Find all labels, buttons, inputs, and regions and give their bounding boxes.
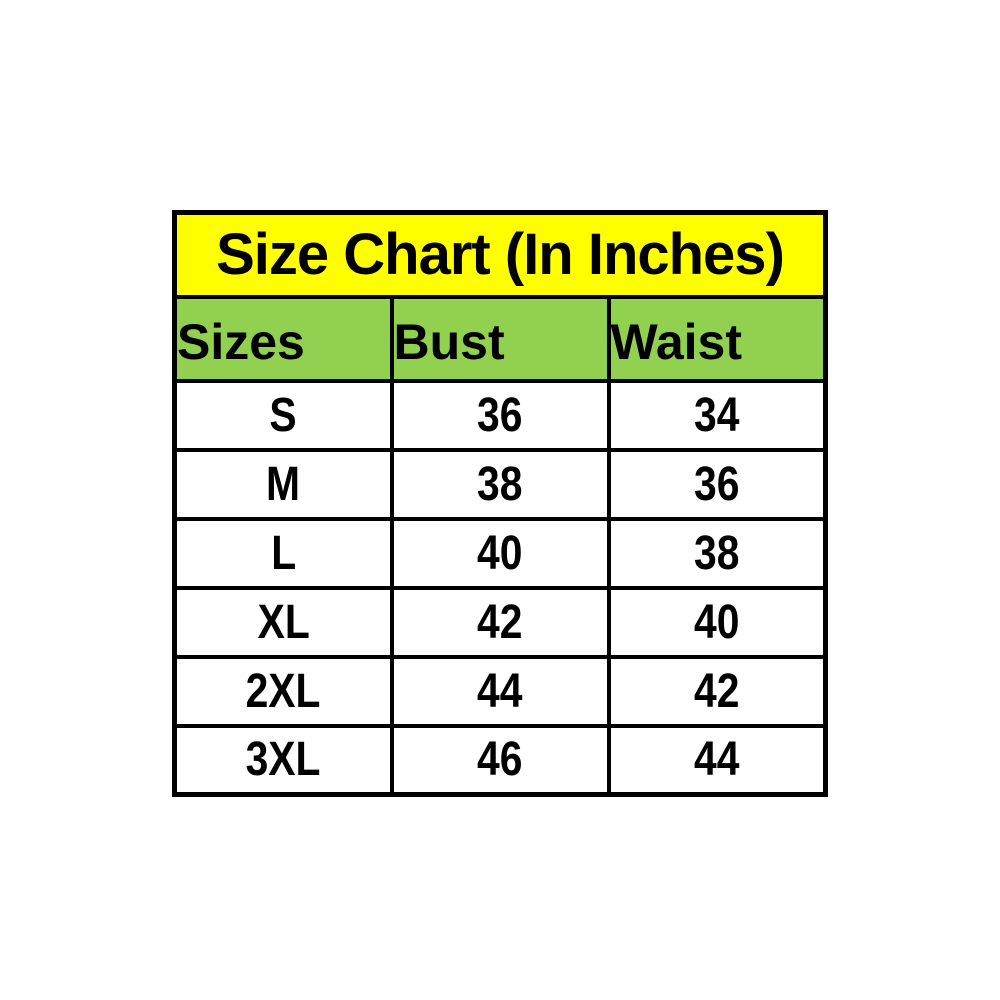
- waist-cell: 40: [606, 585, 828, 659]
- size-cell: XL: [172, 585, 394, 659]
- size-cell: M: [172, 447, 394, 521]
- waist-cell: 42: [606, 654, 828, 728]
- column-header-sizes: Sizes: [172, 294, 394, 383]
- header-row: Sizes Bust Waist: [172, 294, 828, 383]
- bust-cell: 44: [389, 654, 611, 728]
- table-row: S 36 34: [172, 378, 828, 452]
- waist-cell: 34: [606, 378, 828, 452]
- waist-cell: 44: [606, 723, 828, 797]
- table-row: M 38 36: [172, 447, 828, 521]
- bust-cell: 42: [389, 585, 611, 659]
- chart-title-text: Size Chart (In Inches): [216, 222, 785, 288]
- table-row: L 40 38: [172, 516, 828, 590]
- bust-cell: 40: [389, 516, 611, 590]
- chart-title: Size Chart (In Inches): [172, 210, 828, 299]
- waist-cell: 36: [606, 447, 828, 521]
- column-header-sizes-label: Sizes: [177, 313, 305, 370]
- column-header-waist-label: Waist: [610, 313, 743, 370]
- bust-cell: 36: [389, 378, 611, 452]
- bust-cell: 38: [389, 447, 611, 521]
- size-cell: 2XL: [172, 654, 394, 728]
- title-row: Size Chart (In Inches): [172, 210, 828, 299]
- column-header-bust-label: Bust: [393, 313, 505, 370]
- bust-cell: 46: [389, 723, 611, 797]
- size-cell: 3XL: [172, 723, 394, 797]
- table-row: 3XL 46 44: [172, 723, 828, 797]
- column-header-waist: Waist: [606, 294, 828, 383]
- table-row: XL 42 40: [172, 585, 828, 659]
- size-chart-table: Size Chart (In Inches) Sizes Bust Waist …: [172, 210, 828, 797]
- size-cell: L: [172, 516, 394, 590]
- table-row: 2XL 44 42: [172, 654, 828, 728]
- size-cell: S: [172, 378, 394, 452]
- waist-cell: 38: [606, 516, 828, 590]
- column-header-bust: Bust: [389, 294, 611, 383]
